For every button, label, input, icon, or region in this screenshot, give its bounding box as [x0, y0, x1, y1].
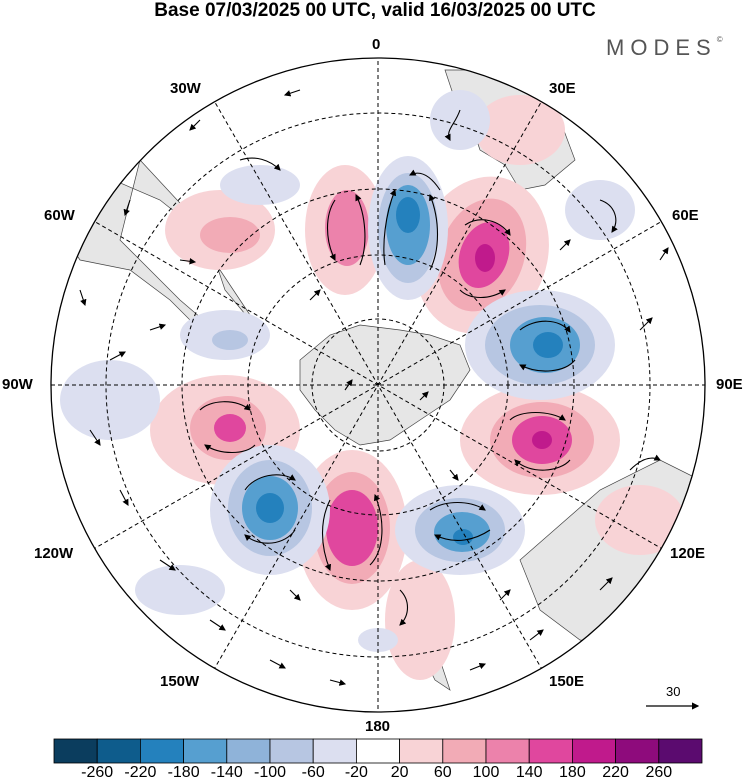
colorbar-bin [528, 738, 573, 764]
lon-label-60e: 60E [672, 207, 699, 224]
colorbar-tick-label: 260 [645, 764, 673, 781]
lon-label-120e: 120E [670, 545, 706, 562]
lon-label-0: 0 [372, 36, 381, 53]
colorbar-tick-label: -20 [344, 764, 368, 781]
brand-name: MODES [606, 35, 717, 60]
lon-label-150e: 150E [549, 673, 585, 690]
map-border [50, 57, 706, 713]
anomaly-pos-110e [460, 385, 620, 495]
reference-vector-value: 30 [666, 684, 681, 699]
lon-label-30e: 30E [549, 80, 576, 97]
lon-label-180: 180 [365, 718, 391, 735]
copyright-mark: © [716, 35, 723, 44]
anomaly-pos-aus [595, 485, 685, 555]
colorbar-tick-label: -100 [253, 764, 287, 781]
colorbar [53, 738, 703, 764]
anomaly-neg-130w [135, 565, 225, 615]
anomaly-neg-145w [210, 445, 330, 575]
lon-label-150w: 150W [160, 673, 200, 690]
lon-label-90e: 90E [716, 376, 743, 393]
lon-label-60w: 60W [44, 207, 75, 224]
colorbar-tick-label: 140 [515, 764, 543, 781]
colorbar-tick-label: 60 [433, 764, 452, 781]
anomaly-neg-180 [358, 628, 398, 652]
anomaly-neg-70w [180, 310, 270, 360]
colorbar-tick-label: 20 [390, 764, 409, 781]
colorbar-bin [96, 738, 141, 764]
anomaly-neg-15e [368, 156, 448, 300]
anomaly-pos-africa [475, 95, 565, 165]
lon-label-90w: 90W [2, 376, 33, 393]
colorbar-bin [269, 738, 314, 764]
lon-label-30w: 30W [170, 80, 201, 97]
map-title: Base 07/03/2025 00 UTC, valid 16/03/2025… [154, 0, 596, 21]
colorbar-tick-label: 180 [559, 764, 586, 781]
lat-circle-45s [181, 188, 575, 582]
lon-label-120w: 120W [34, 545, 74, 562]
anomaly-pos-nz [385, 560, 455, 680]
anomaly-neg-40w [220, 165, 300, 205]
antarctica-land [299, 324, 471, 446]
anomaly-pos-30w [165, 190, 275, 270]
colorbar-tick-label: 100 [472, 764, 500, 781]
colorbar-bin [183, 738, 228, 764]
colorbar-bin [140, 738, 185, 764]
colorbar-tick-label: -220 [124, 764, 157, 781]
colorbar-bin [53, 738, 98, 764]
meridian-60e-120w [77, 211, 679, 559]
anomaly-neg-80e [465, 290, 615, 400]
anomaly-pos-5w [305, 165, 385, 295]
height-anomaly-field [60, 90, 685, 680]
colorbar-bin [312, 738, 357, 764]
colorbar-bin [485, 738, 530, 764]
polar-map [50, 57, 706, 713]
colorbar-bin [615, 738, 660, 764]
anomaly-neg-60e [565, 180, 635, 240]
colorbar-bin [658, 738, 703, 764]
colorbar-tick-label: -260 [81, 764, 114, 781]
colorbar-bin [442, 738, 487, 764]
colorbar-tick-label: 220 [602, 764, 629, 781]
anomaly-neg-20e [430, 90, 490, 150]
colorbar-bin [226, 738, 271, 764]
anomaly-neg-100w [60, 360, 160, 440]
colorbar-tick-label: -60 [301, 764, 325, 781]
colorbar-bin [355, 738, 400, 764]
modes-logo: MODES© [606, 35, 723, 61]
colorbar-tick-label: -180 [167, 764, 200, 781]
graticule [51, 58, 705, 712]
anomaly-neg-150e [395, 485, 525, 575]
colorbar-bin [399, 738, 444, 764]
colorbar-bin [572, 738, 617, 764]
colorbar-tick-label: -140 [210, 764, 243, 781]
